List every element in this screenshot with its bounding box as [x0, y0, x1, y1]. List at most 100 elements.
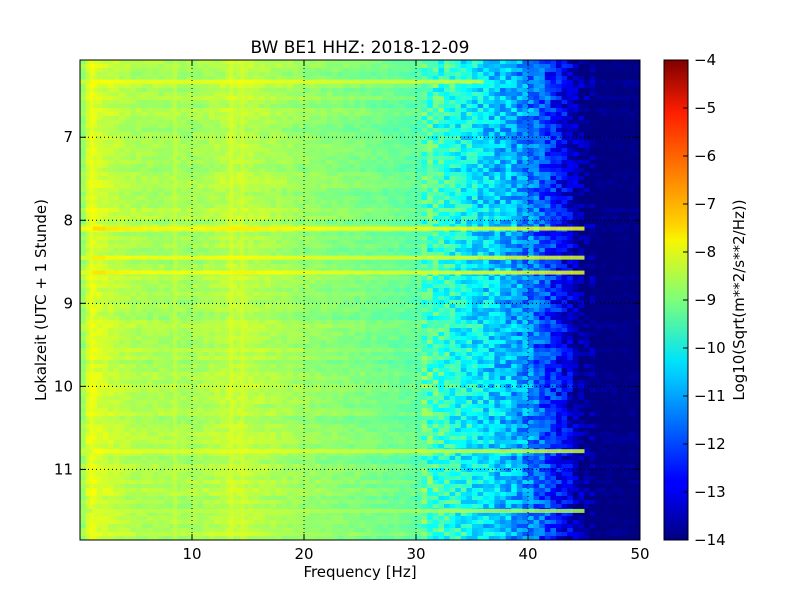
- heatmap-cell: [354, 252, 361, 257]
- heatmap-cell: [460, 60, 467, 65]
- heatmap-cell: [438, 148, 445, 153]
- heatmap-cell: [180, 180, 187, 185]
- heatmap-cell: [253, 140, 260, 145]
- heatmap-cell: [556, 172, 563, 177]
- heatmap-cell: [567, 244, 574, 249]
- heatmap-cell: [192, 220, 199, 225]
- heatmap-cell: [444, 196, 451, 201]
- heatmap-cell: [337, 60, 344, 65]
- heatmap-cell: [438, 216, 445, 221]
- heatmap-cell: [617, 180, 624, 185]
- heatmap-cell: [488, 200, 495, 205]
- heatmap-cell: [449, 200, 456, 205]
- heatmap-cell: [612, 80, 619, 85]
- heatmap-cell: [567, 104, 574, 109]
- heatmap-cell: [208, 112, 215, 117]
- heatmap-cell: [600, 76, 607, 81]
- heatmap-cell: [393, 184, 400, 189]
- heatmap-cell: [404, 216, 411, 221]
- heatmap-cell: [175, 148, 182, 153]
- heatmap-cell: [214, 184, 221, 189]
- heatmap-cell: [320, 200, 327, 205]
- heatmap-cell: [539, 164, 546, 169]
- heatmap-cell: [276, 156, 283, 161]
- heatmap-cell: [416, 84, 423, 89]
- heatmap-cell: [337, 224, 344, 229]
- heatmap-cell: [416, 176, 423, 181]
- heatmap-cell: [600, 240, 607, 245]
- heatmap-cell: [393, 100, 400, 105]
- heatmap-cell: [584, 120, 591, 125]
- heatmap-cell: [595, 140, 602, 145]
- heatmap-cell: [444, 208, 451, 213]
- heatmap-cell: [404, 136, 411, 141]
- heatmap-cell: [371, 204, 378, 209]
- heatmap-cell: [141, 160, 148, 165]
- heatmap-cell: [612, 248, 619, 253]
- heatmap-cell: [634, 248, 640, 253]
- heatmap-cell: [533, 176, 540, 181]
- heatmap-cell: [270, 244, 277, 249]
- heatmap-cell: [236, 184, 243, 189]
- heatmap-cell: [427, 124, 434, 129]
- heatmap-cell: [320, 100, 327, 105]
- heatmap-cell: [203, 64, 210, 69]
- heatmap-cell: [292, 236, 299, 241]
- heatmap-cell: [248, 68, 255, 73]
- heatmap-cell: [141, 240, 148, 245]
- heatmap-cell: [416, 216, 423, 221]
- heatmap-cell: [158, 224, 165, 229]
- heatmap-cell: [438, 236, 445, 241]
- heatmap-cell: [528, 236, 535, 241]
- heatmap-cell: [455, 84, 462, 89]
- heatmap-cell: [203, 244, 210, 249]
- heatmap-cell: [360, 220, 367, 225]
- heatmap-cell: [572, 188, 579, 193]
- heatmap-cell: [248, 172, 255, 177]
- heatmap-cell: [287, 76, 294, 81]
- heatmap-cell: [376, 124, 383, 129]
- heatmap-cell: [376, 132, 383, 137]
- heatmap-cell: [595, 236, 602, 241]
- heatmap-cell: [494, 92, 501, 97]
- heatmap-cell: [483, 72, 490, 77]
- heatmap-cell: [164, 84, 171, 89]
- heatmap-cell: [152, 176, 159, 181]
- heatmap-cell: [203, 120, 210, 125]
- heatmap-cell: [550, 104, 557, 109]
- heatmap-cell: [516, 120, 523, 125]
- heatmap-cell: [539, 132, 546, 137]
- heatmap-cell: [158, 128, 165, 133]
- heatmap-cell: [494, 68, 501, 73]
- heatmap-cell: [466, 244, 473, 249]
- heatmap-cell: [488, 208, 495, 213]
- heatmap-cell: [113, 156, 120, 161]
- heatmap-cell: [264, 224, 271, 229]
- heatmap-cell: [516, 160, 523, 165]
- heatmap-cell: [208, 88, 215, 93]
- heatmap-cell: [231, 64, 238, 69]
- heatmap-cell: [348, 188, 355, 193]
- heatmap-cell: [264, 96, 271, 101]
- heatmap-cell: [130, 148, 137, 153]
- heatmap-cell: [634, 112, 640, 117]
- chart-title: BW BE1 HHZ: 2018-12-09: [250, 38, 469, 58]
- heatmap-cell: [175, 96, 182, 101]
- heatmap-cell: [208, 192, 215, 197]
- heatmap-cell: [488, 92, 495, 97]
- heatmap-cell: [444, 204, 451, 209]
- heatmap-cell: [102, 184, 109, 189]
- heatmap-cell: [617, 112, 624, 117]
- heatmap-cell: [595, 76, 602, 81]
- heatmap-cell: [561, 164, 568, 169]
- heatmap-cell: [124, 208, 131, 213]
- heatmap-cell: [516, 244, 523, 249]
- heatmap-cell: [152, 160, 159, 165]
- heatmap-cell: [231, 176, 238, 181]
- heatmap-cell: [455, 156, 462, 161]
- heatmap-cell: [623, 68, 630, 73]
- heatmap-cell: [141, 140, 148, 145]
- heatmap-cell: [248, 196, 255, 201]
- heatmap-cell: [91, 240, 98, 245]
- heatmap-cell: [483, 120, 490, 125]
